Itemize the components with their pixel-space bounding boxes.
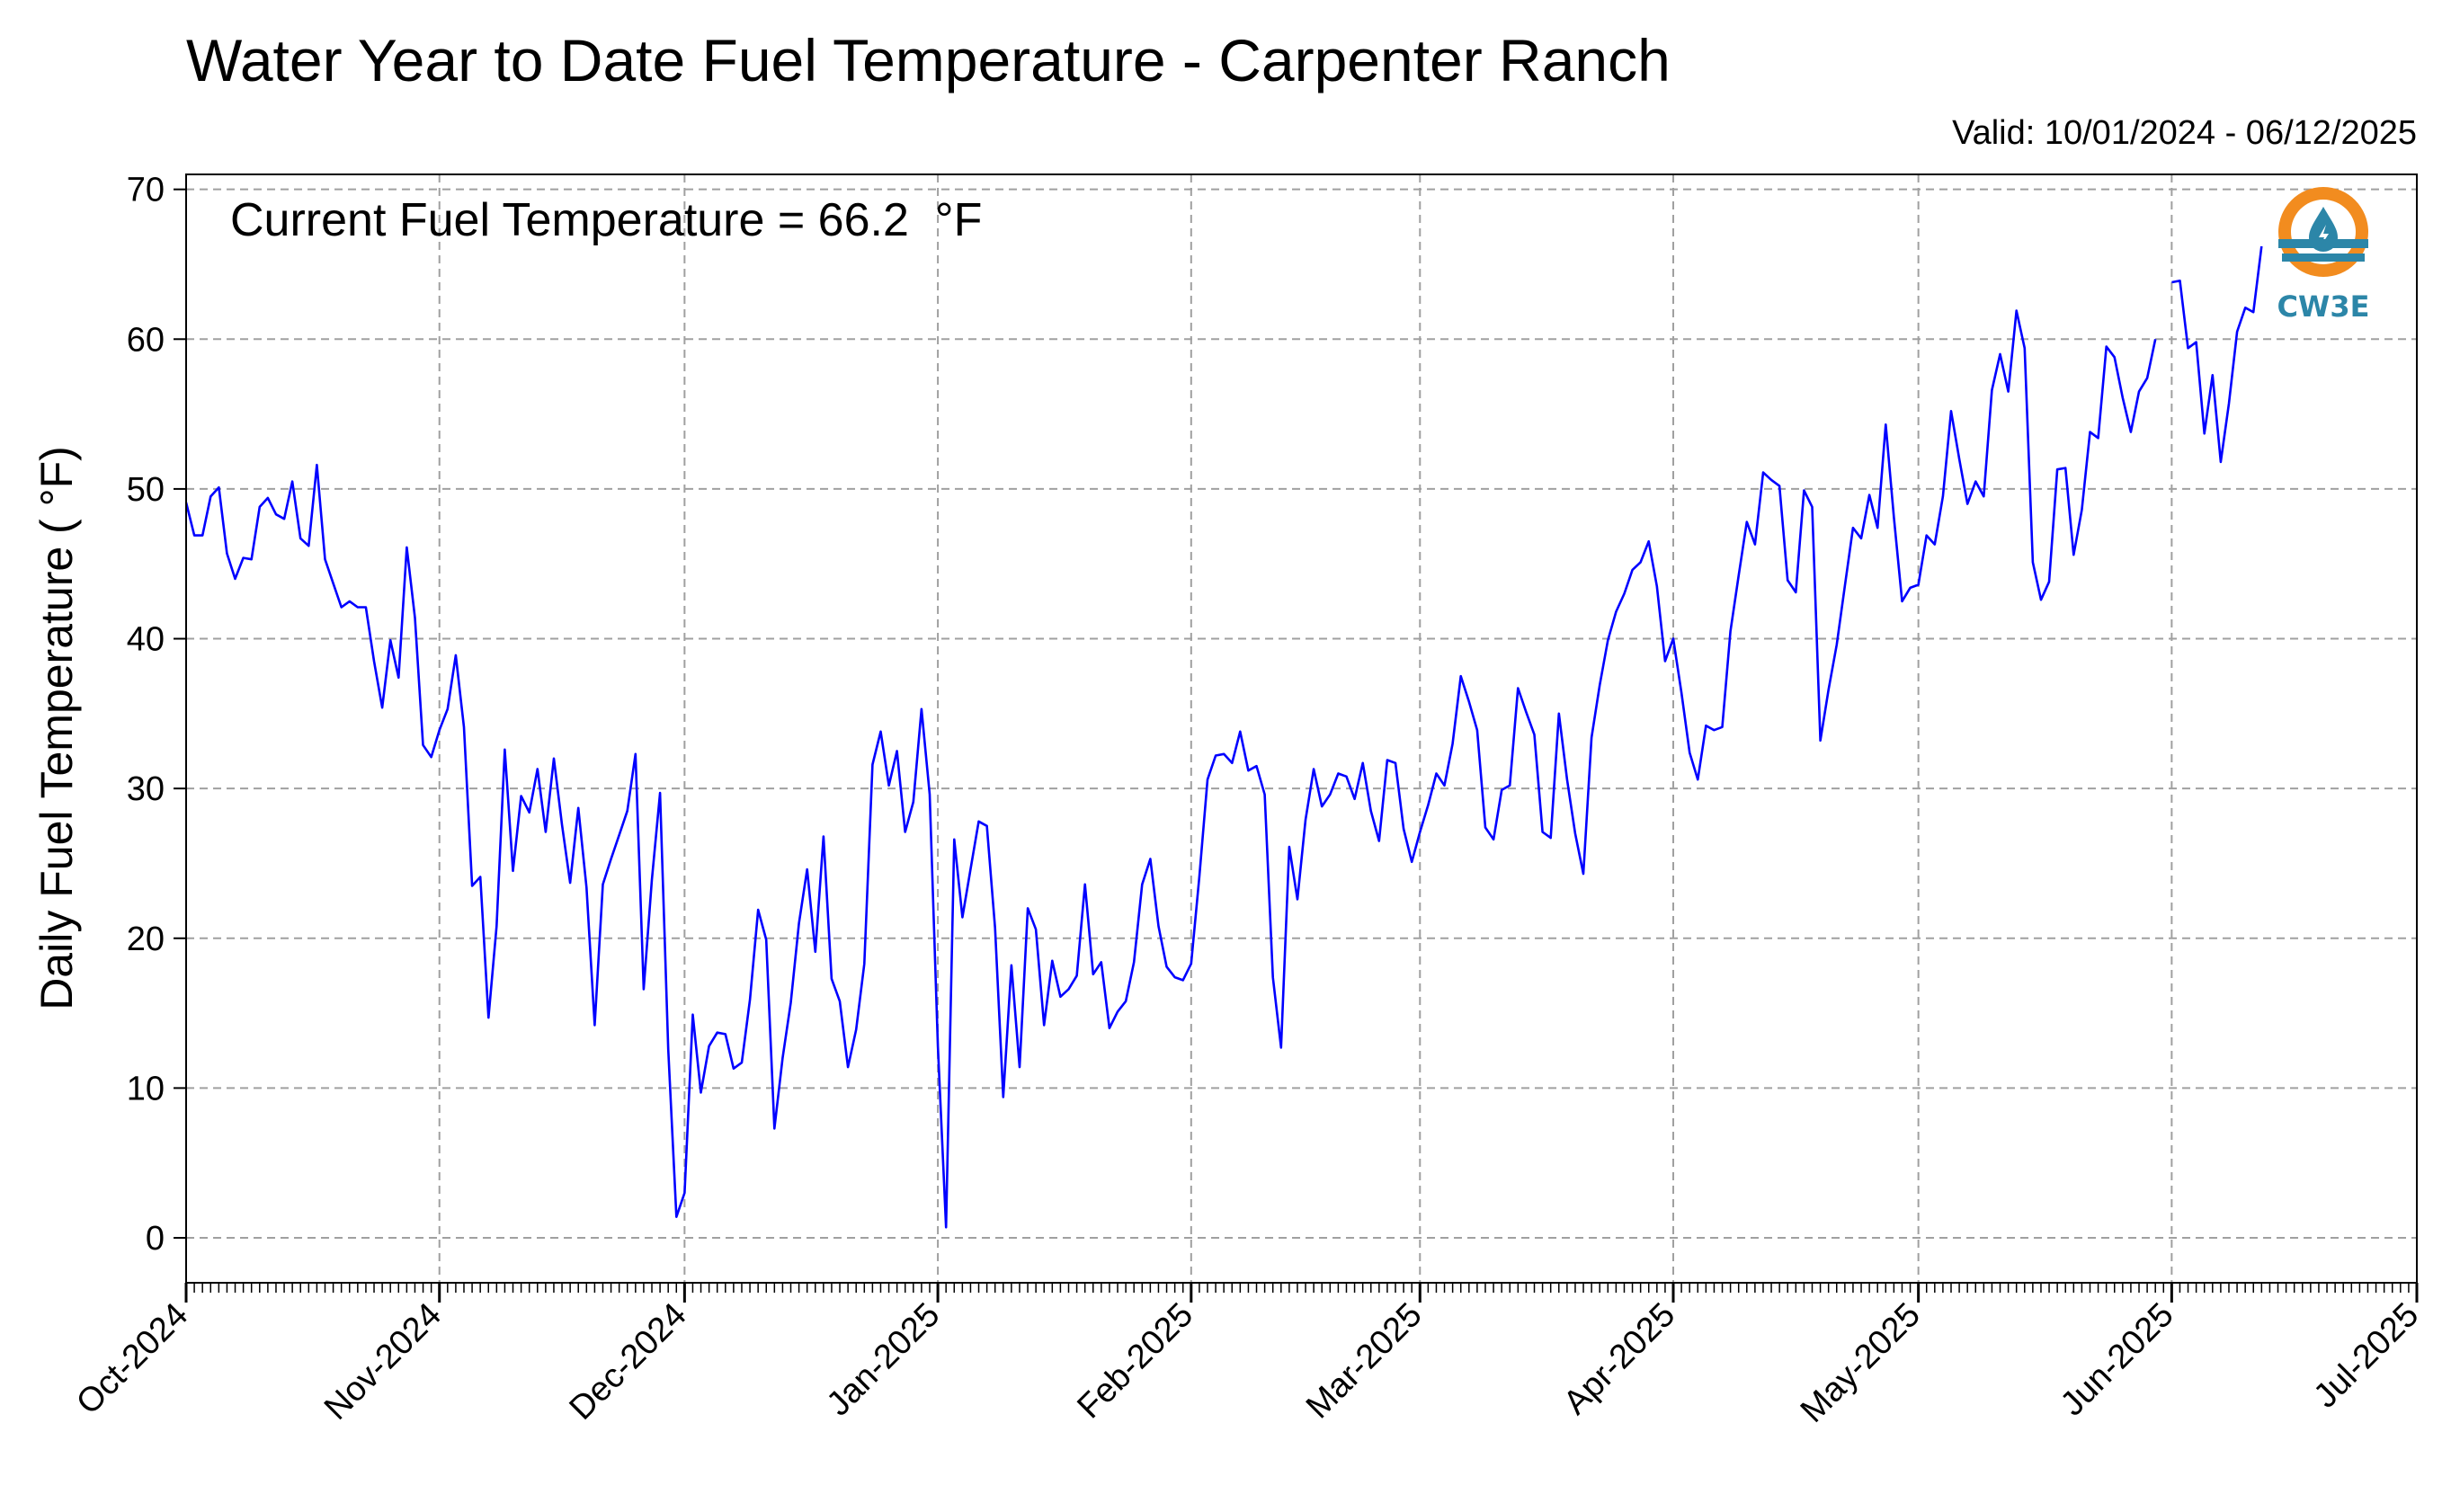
y-tick-label: 60 (127, 321, 165, 359)
x-tick-label: Dec-2024 (563, 1296, 694, 1428)
cw3e-logo: CW3E (2277, 187, 2370, 324)
grid (185, 174, 2418, 1283)
y-axis-ticks: 0 10 20 30 40 50 60 70 (127, 172, 186, 1258)
y-tick-label: 20 (127, 921, 165, 958)
x-tick-label: Jul-2025 (2307, 1296, 2427, 1416)
y-tick-label: 0 (146, 1220, 165, 1258)
x-axis-ticks: Oct-2024 Nov-2024 Dec-2024 Jan-2025 Feb-2025… (69, 1283, 2426, 1430)
y-tick-label: 50 (127, 471, 165, 509)
y-tick-label: 10 (127, 1070, 165, 1107)
x-minor-ticks (185, 1283, 2418, 1293)
x-tick-label: Jan-2025 (820, 1296, 948, 1424)
valid-date-range: Valid: 10/01/2024 - 06/12/2025 (1952, 114, 2417, 152)
y-tick-label: 40 (127, 621, 165, 659)
x-tick-label: Oct-2024 (69, 1296, 195, 1422)
x-tick-label: Feb-2025 (1070, 1296, 1200, 1427)
plot-frame (185, 173, 2418, 1284)
x-tick-label: Apr-2025 (1556, 1296, 1682, 1422)
y-tick-label: 30 (127, 770, 165, 808)
series-layer (184, 245, 2263, 1229)
y-axis-label: Daily Fuel Temperature ( °F) (31, 446, 82, 1010)
logo-text: CW3E (2277, 289, 2370, 324)
chart-title: Water Year to Date Fuel Temperature - Ca… (186, 27, 1671, 93)
logo-wave-icon (2282, 253, 2365, 262)
series-line-fuel-temperature (184, 245, 2263, 1229)
logo-wave-icon (2278, 239, 2368, 248)
x-tick-label: Nov-2024 (317, 1296, 449, 1428)
logo-bolt-icon (2319, 225, 2329, 246)
x-tick-label: Jun-2025 (2054, 1296, 2181, 1424)
x-tick-label: Mar-2025 (1299, 1296, 1430, 1427)
x-tick-label: May-2025 (1794, 1296, 1928, 1430)
current-fuel-temperature-annotation: Current Fuel Temperature = 66.2 °F (230, 194, 982, 246)
y-tick-label: 70 (127, 172, 165, 209)
